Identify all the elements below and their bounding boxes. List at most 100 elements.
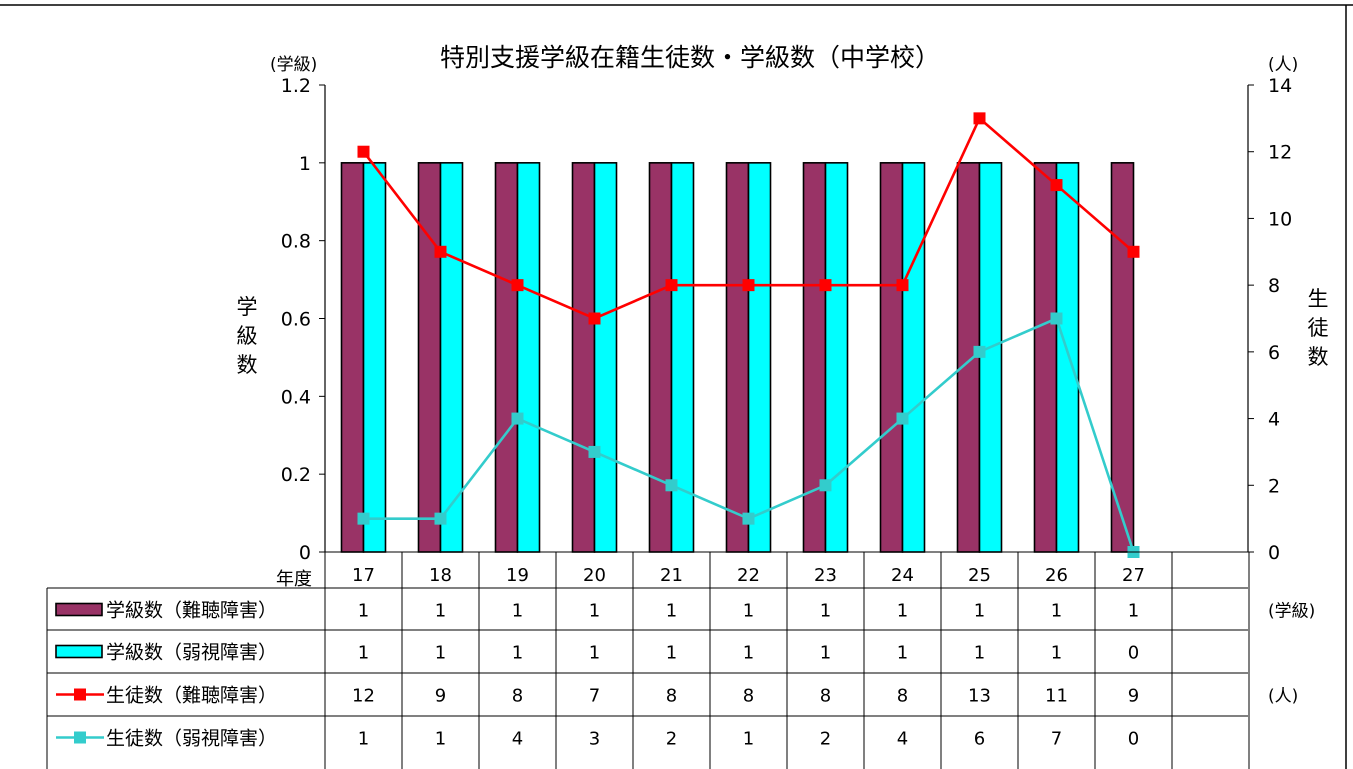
bar	[824, 162, 849, 553]
point-marker	[434, 512, 447, 525]
table-cell-value: 1	[435, 729, 446, 750]
table-cell-value: 1	[974, 601, 985, 622]
left-axis-unit: (学級)	[270, 55, 317, 75]
point-marker	[1050, 312, 1063, 325]
table-cell-value: 9	[1128, 686, 1139, 707]
category-label: 22	[737, 565, 760, 586]
table-cell-value: 13	[968, 686, 991, 707]
table-cell-value: 1	[897, 643, 908, 664]
left-tick-label: 0	[299, 542, 311, 564]
right-tick-label: 4	[1268, 409, 1280, 431]
category-label: 21	[660, 565, 683, 586]
table-cell-value: 1	[897, 601, 908, 622]
axis-title-char: 学	[237, 295, 258, 319]
table-cell-value: 1	[1051, 601, 1062, 622]
bar	[340, 162, 365, 553]
point-marker	[357, 512, 370, 525]
bar	[417, 162, 442, 553]
point-marker	[588, 312, 601, 325]
table-cell-value: 7	[1051, 729, 1062, 750]
point-marker	[588, 445, 601, 458]
table-cell-value: 9	[435, 686, 446, 707]
right-axis-unit: (人)	[1268, 55, 1298, 75]
table-cell-value: 8	[820, 686, 831, 707]
table-unit-students: (人)	[1268, 687, 1298, 707]
table-cell-value: 8	[897, 686, 908, 707]
right-tick-label: 2	[1268, 475, 1280, 497]
table-cell-value: 12	[352, 686, 375, 707]
series-label: 生徒数（弱視障害）	[106, 728, 277, 750]
category-label: 19	[506, 565, 529, 586]
category-label: 20	[583, 565, 606, 586]
x-axis-title: 年度	[276, 569, 312, 590]
table-cell-value: 8	[666, 686, 677, 707]
bar	[516, 162, 541, 553]
category-label: 24	[891, 565, 914, 586]
left-tick-label: 0.4	[281, 386, 311, 408]
table-cell-value: 1	[743, 601, 754, 622]
left-tick-label: 0.8	[281, 231, 311, 253]
table-cell-value: 2	[666, 729, 677, 750]
category-label: 27	[1122, 565, 1145, 586]
right-tick-label: 8	[1268, 275, 1280, 297]
table-cell-value: 1	[1128, 601, 1139, 622]
right-axis: 0 2 4 6 8 10 12 14	[1247, 75, 1292, 564]
point-marker	[665, 479, 678, 492]
chart-title: 特別支援学級在籍生徒数・学級数（中学校）	[440, 43, 940, 72]
table-cell-value: 1	[435, 601, 446, 622]
table-cell-value: 1	[358, 643, 369, 664]
table-cell-value: 7	[589, 686, 600, 707]
right-tick-label: 10	[1268, 208, 1292, 230]
table-cell-value: 0	[1128, 729, 1139, 750]
table-cell-value: 1	[743, 643, 754, 664]
bar	[571, 162, 596, 553]
table-cell-value: 1	[974, 643, 985, 664]
category-label: 18	[429, 565, 452, 586]
point-marker	[896, 412, 909, 425]
point-marker	[1050, 179, 1063, 192]
bar	[362, 162, 387, 553]
series-label: 学級数（弱視障害）	[106, 642, 277, 664]
bar	[1055, 162, 1080, 553]
right-tick-label: 6	[1268, 342, 1280, 364]
right-tick-label: 0	[1268, 542, 1280, 564]
category-label: 23	[814, 565, 837, 586]
point-marker	[434, 245, 447, 258]
point-marker	[742, 279, 755, 292]
bar	[879, 162, 904, 553]
series-label: 生徒数（難聴障害）	[106, 685, 277, 707]
table-cell-value: 8	[743, 686, 754, 707]
table-cell-value: 4	[512, 729, 523, 750]
point-marker	[665, 279, 678, 292]
point-marker	[1127, 245, 1140, 258]
legend-key	[55, 644, 103, 659]
bar	[747, 162, 772, 553]
left-tick-label: 1	[299, 153, 311, 175]
point-marker	[896, 279, 909, 292]
axis-title-char: 数	[1308, 345, 1329, 369]
left-axis-title: 学級数	[237, 295, 258, 377]
point-marker	[819, 279, 832, 292]
point-marker	[357, 145, 370, 158]
category-label: 26	[1045, 565, 1068, 586]
right-tick-label: 14	[1268, 75, 1292, 97]
left-tick-label: 1.2	[281, 75, 311, 97]
table-cell-value: 1	[435, 643, 446, 664]
axis-title-char: 徒	[1308, 316, 1329, 340]
table-cell-value: 1	[820, 643, 831, 664]
axis-title-char: 生	[1308, 287, 1329, 311]
table-cell-value: 1	[820, 601, 831, 622]
chart-border	[0, 4, 1353, 769]
bar	[648, 162, 673, 553]
left-tick-label: 0.6	[281, 309, 311, 331]
table-cell-value: 1	[358, 601, 369, 622]
legend-key	[55, 602, 103, 617]
table-cell-value: 1	[589, 643, 600, 664]
table-cell-value: 1	[589, 601, 600, 622]
left-tick-label: 0.2	[281, 464, 311, 486]
right-axis-title: 生徒数	[1308, 287, 1329, 369]
table-cell-value: 1	[512, 643, 523, 664]
table-cell-value: 0	[1128, 643, 1139, 664]
table-cell-value: 1	[358, 729, 369, 750]
